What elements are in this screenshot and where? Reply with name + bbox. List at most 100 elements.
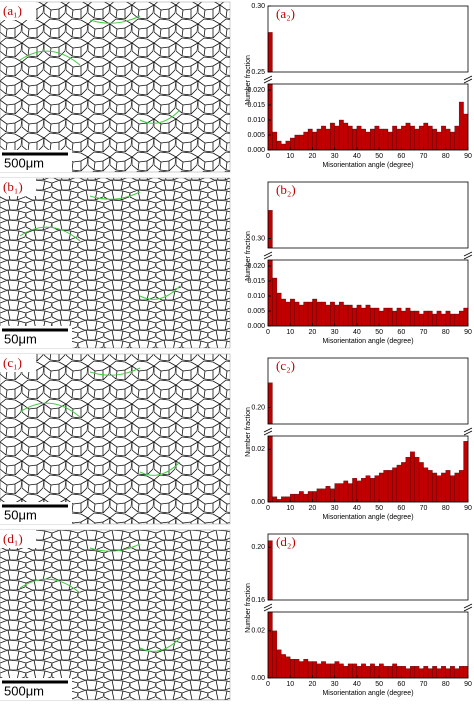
x-tick-label: 90 — [464, 329, 472, 336]
bar — [281, 496, 286, 503]
bar — [396, 307, 402, 327]
bar — [454, 125, 460, 151]
bar — [365, 475, 371, 503]
x-tick-label: 60 — [397, 505, 405, 512]
bar — [334, 483, 340, 503]
bar — [321, 488, 326, 503]
bar — [267, 210, 273, 249]
scale-label: 500μm — [4, 683, 44, 698]
scale-label: 50μm — [4, 507, 37, 522]
bar — [356, 666, 362, 679]
y-tick-label: 0.020 — [247, 87, 265, 94]
bar — [307, 301, 313, 327]
bar — [361, 663, 366, 679]
bar — [343, 304, 349, 327]
x-tick-label: 20 — [309, 505, 317, 512]
bar — [432, 313, 438, 327]
bar — [276, 140, 282, 151]
bar — [294, 658, 300, 679]
bar — [272, 131, 278, 151]
bar — [321, 125, 326, 151]
bar — [285, 301, 291, 327]
bar — [272, 496, 278, 503]
bar — [414, 128, 420, 151]
micrograph — [0, 177, 231, 349]
x-tick-label: 20 — [309, 329, 317, 336]
axes-frame — [267, 611, 469, 679]
y-tick-label: 0.005 — [247, 132, 265, 139]
bar — [405, 122, 411, 151]
axes-frame — [267, 5, 469, 73]
bar — [418, 125, 424, 151]
bar — [352, 128, 358, 151]
x-tick-label: 40 — [353, 681, 361, 688]
bar — [352, 307, 358, 327]
bar — [445, 310, 451, 327]
x-tick-label: 70 — [420, 153, 428, 160]
bar — [303, 658, 309, 679]
bar — [316, 301, 322, 327]
bar — [441, 472, 446, 503]
bar — [352, 478, 358, 503]
bar — [325, 128, 331, 151]
bar — [427, 310, 433, 327]
y-tick-label: 0.20 — [251, 404, 265, 411]
bar — [436, 475, 442, 503]
bar — [356, 125, 362, 151]
bar — [396, 128, 402, 151]
micrograph — [0, 1, 231, 173]
bar — [307, 128, 313, 151]
bar — [370, 128, 375, 151]
bar — [370, 663, 375, 679]
x-tick-label: 90 — [464, 681, 472, 688]
axis-break — [263, 251, 473, 260]
boundary-green — [19, 191, 181, 300]
y-tick-label: 0.02 — [251, 628, 265, 635]
bar — [365, 666, 371, 679]
scale-label: 50μm — [4, 331, 37, 346]
bar — [405, 668, 411, 679]
bar — [374, 307, 380, 327]
bar — [338, 483, 344, 503]
bar — [285, 656, 291, 679]
x-axis-label: Misorientation angle (degree) — [322, 338, 413, 345]
x-tick-label: 50 — [375, 681, 383, 688]
y-axis-label: Number fraction — [245, 583, 252, 633]
x-tick-label: 20 — [309, 681, 317, 688]
x-tick-label: 50 — [375, 329, 383, 336]
x-tick-label: 0 — [266, 681, 270, 688]
bar — [321, 301, 326, 327]
bar — [450, 131, 455, 151]
bar — [267, 32, 273, 73]
y-tick-label: 0.000 — [247, 323, 265, 330]
x-tick-label: 60 — [397, 329, 405, 336]
bar — [441, 666, 446, 679]
bar — [290, 493, 295, 503]
bar — [312, 491, 318, 503]
bar — [343, 122, 349, 151]
bar — [303, 493, 309, 503]
bar — [347, 483, 353, 503]
micrograph — [0, 353, 231, 525]
bar — [458, 666, 464, 679]
bar — [383, 470, 389, 503]
bar — [410, 451, 415, 503]
bar — [370, 478, 375, 503]
bar — [334, 661, 340, 679]
bar — [405, 307, 411, 327]
bar — [436, 668, 442, 679]
bar — [423, 467, 429, 503]
axes-frame — [267, 533, 469, 601]
bar — [338, 301, 344, 327]
x-tick-label: 50 — [375, 505, 383, 512]
bar — [387, 131, 393, 151]
bar — [307, 661, 313, 679]
axes-frame — [267, 83, 469, 151]
y-tick-label: 0.20 — [251, 544, 265, 551]
bar — [338, 119, 344, 151]
axes-frame — [267, 259, 469, 327]
x-tick-label: 80 — [442, 505, 450, 512]
y-tick-label: 0.010 — [247, 117, 265, 124]
bar — [334, 125, 340, 151]
bar — [392, 125, 398, 151]
